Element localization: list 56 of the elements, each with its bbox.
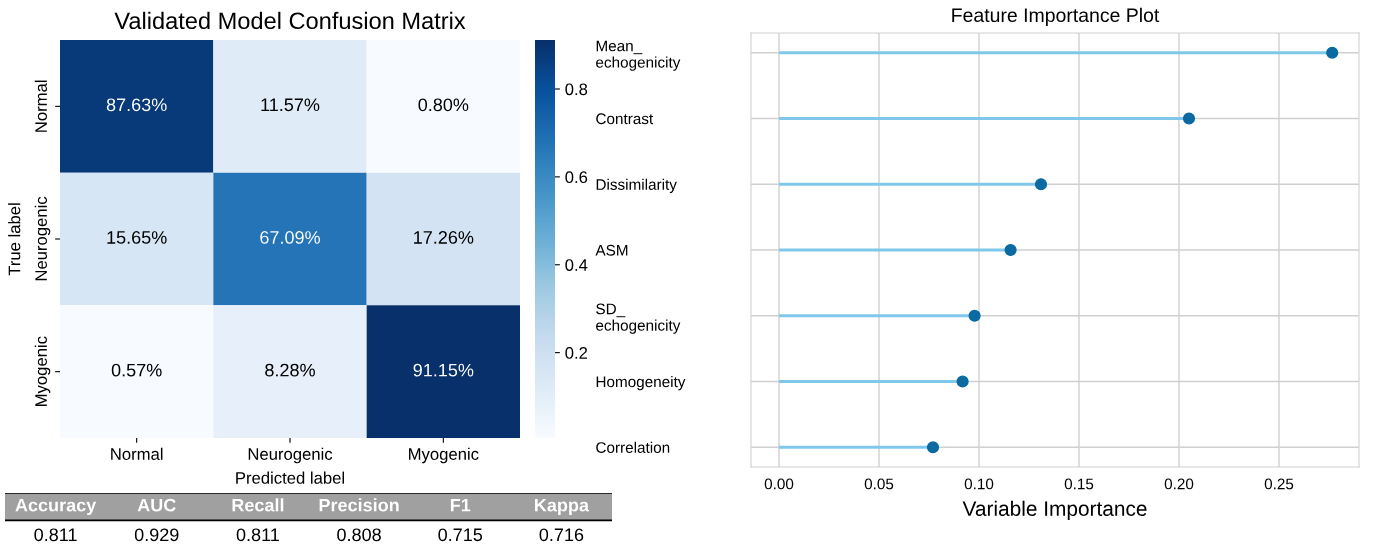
data-label: 0.808	[337, 528, 381, 542]
color-bar-label: 0.2	[565, 347, 588, 359]
x-tick-label: 0.05	[864, 478, 894, 490]
x-tick-label: 0.10	[964, 478, 994, 490]
category-label: Kappa	[535, 498, 590, 516]
category-label: Accuracy	[15, 498, 97, 516]
data-label: 0.716	[539, 528, 584, 542]
data-label: 17.26%	[414, 231, 474, 244]
data-label: 0.715	[438, 528, 483, 542]
y-tick-label: Dissimilarity	[596, 178, 677, 193]
y-tick-label: Normal	[34, 80, 47, 132]
data-label: 0.811	[236, 528, 279, 542]
y-tick-label: Myogenic	[34, 336, 51, 406]
color-bar-label: 0.8	[565, 83, 588, 96]
data-label: 67.09%	[260, 231, 320, 244]
point	[1034, 178, 1048, 191]
y-tick-label: Contrast	[596, 113, 654, 125]
data-label: 0.57%	[111, 363, 162, 377]
category-label: AUC	[137, 498, 176, 512]
point	[1182, 112, 1196, 125]
point	[926, 441, 940, 454]
y-tick-label: Homogeneity	[596, 375, 686, 391]
y-tick-label: Mean_ echogenicity	[596, 40, 681, 71]
data-label: 91.15%	[413, 363, 474, 377]
y-tick-label: Neurogenic	[34, 196, 51, 281]
data-label: 11.57%	[261, 98, 320, 112]
x-tick-label: 0.00	[764, 478, 794, 490]
y-tick-label: Correlation	[596, 441, 670, 453]
category-label: Precision	[319, 498, 399, 512]
data-label: 0.811	[34, 528, 77, 542]
x-tick-label: 0.20	[1164, 478, 1194, 490]
x-tick-label: Myogenic	[409, 447, 479, 464]
y-tick-label: SD_ echogenicity	[596, 303, 681, 334]
data-label: 0.929	[134, 528, 179, 542]
x-axis-title: Variable Importance	[962, 500, 1147, 521]
data-label: 87.63%	[106, 98, 167, 112]
x-axis-title: Predicted label	[236, 471, 345, 484]
x-tick-label: 0.15	[1064, 478, 1094, 490]
color-bar-label: 0.4	[565, 259, 588, 271]
data-label: 0.80%	[418, 98, 469, 112]
category-label: Recall	[232, 498, 284, 512]
chart-title: Feature Importance Plot	[952, 7, 1160, 26]
point	[1004, 243, 1017, 257]
data-label: 15.65%	[107, 231, 167, 244]
y-axis-title: True label	[8, 203, 21, 276]
color-bar-label: 0.6	[565, 171, 588, 184]
x-tick-label: 0.25	[1264, 478, 1294, 490]
chart-title: Validated Model Confusion Matrix	[114, 11, 466, 30]
x-tick-label: Neurogenic	[248, 447, 333, 464]
category-label: F1	[450, 498, 471, 512]
x-tick-label: Normal	[111, 447, 163, 460]
point	[1326, 46, 1339, 59]
data-label: 8.28%	[265, 363, 315, 377]
y-tick-label: ASM	[595, 244, 628, 256]
point	[956, 375, 969, 388]
point	[968, 309, 981, 322]
